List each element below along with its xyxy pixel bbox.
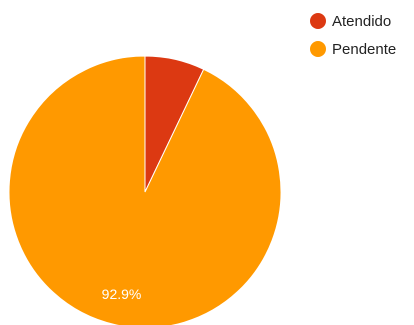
pie-slice-pendente[interactable] xyxy=(8,55,282,325)
chart-legend: Atendido Pendente xyxy=(310,10,396,66)
legend-marker-atendido xyxy=(310,13,326,29)
slice-data-label-pendente: 92.9% xyxy=(102,286,142,302)
legend-item-atendido[interactable]: Atendido xyxy=(310,10,396,32)
legend-marker-pendente xyxy=(310,41,326,57)
legend-label-pendente: Pendente xyxy=(332,40,397,58)
legend-item-pendente[interactable]: Pendente xyxy=(310,38,396,60)
legend-label-atendido: Atendido xyxy=(332,12,392,30)
